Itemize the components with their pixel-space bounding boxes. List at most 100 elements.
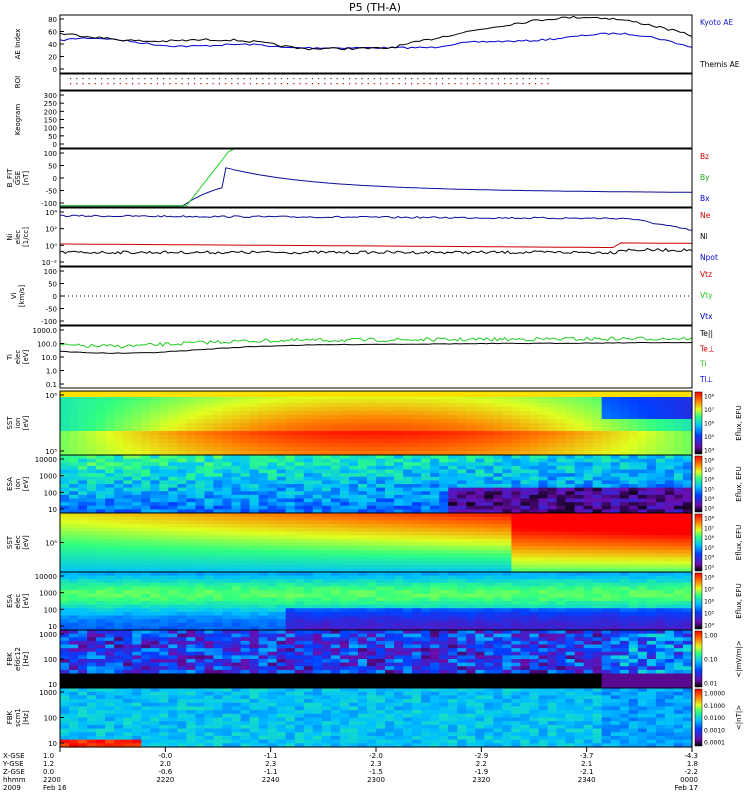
roi-flag [349,83,351,85]
roi-flag [392,78,394,80]
spectrogram-cell [168,399,178,404]
spectrogram-cell [592,542,603,547]
spectrogram-cell [330,542,341,547]
colorbar-tick-label: 10⁷ [704,587,715,594]
spectrogram-cell [673,579,684,584]
spectrogram-cell [385,575,395,580]
spectrogram-cell [366,608,377,613]
spectrogram-cell [339,579,350,584]
spectrogram-cell [439,443,449,448]
spectrogram-cell [619,509,630,514]
spectrogram-cell [430,431,440,436]
spectrogram-cell [394,560,404,566]
spectrogram-cell [619,557,630,562]
spectrogram-cell [213,502,224,507]
spectrogram-cell [213,611,224,617]
spectrogram-cell [682,484,693,489]
spectrogram-cell [294,439,305,444]
spectrogram-cell [493,494,503,500]
spectrogram-cell [87,516,97,521]
spectrogram-cell [538,579,549,584]
spectrogram-cell [96,546,106,551]
spectrogram-cell [529,586,540,591]
spectrogram-cell [403,423,413,428]
spectrogram-cell [466,557,476,562]
spectrogram-cell [177,395,187,400]
spectrogram-cell [511,439,522,444]
spectrogram-cell [430,626,440,631]
spectrogram-cell [78,575,88,580]
spectrogram-cell [213,480,224,485]
spectrogram-cell [357,553,368,558]
spectrogram-cell [385,549,395,555]
spectrogram-cell [240,597,251,602]
spectrogram-cell [475,407,485,412]
spectrogram-cell [339,469,350,474]
spectrogram-cell [177,498,187,503]
spectrogram-cell [475,590,485,595]
spectrogram-cell [303,579,314,584]
roi-flag [311,78,313,80]
spectrogram-cell [141,443,151,448]
spectrogram-cell [403,538,413,544]
spectrogram-cell [267,399,278,404]
spectrogram-cell [195,473,206,478]
spectrogram-cell [484,553,494,558]
spectrogram-cell [511,509,522,514]
spectrogram-cell [114,680,124,685]
spectrogram-cell [502,502,513,507]
spectrogram-cell [294,615,305,620]
spectrogram-cell [177,480,187,485]
spectrogram-cell [168,524,178,529]
spectrogram-cell [240,626,251,631]
spectrogram-cell [231,431,242,436]
spectrogram-cell [385,498,395,503]
spectrogram-cell [348,455,359,460]
spectrogram-cell [457,439,467,444]
spectrogram-cell [213,516,224,521]
spectrogram-cell [547,484,558,489]
spectrogram-cell [276,462,287,467]
spectrogram-cell [520,597,531,602]
spectrogram-cell [366,582,377,588]
spectrogram-cell [240,513,251,518]
spectrogram-cell [87,419,97,424]
spectrogram-cell [646,458,657,463]
spectrogram-cell [78,666,88,671]
spectrogram-cell [430,619,440,624]
spectrogram-cell [357,469,368,474]
spectrogram-cell [439,590,449,595]
spectrogram-cell [466,439,476,444]
roi-flag [268,78,270,80]
spectrogram-cell [312,622,323,627]
spectrogram-cell [141,549,151,555]
spectrogram-cell [556,575,567,580]
spectrogram-cell [96,455,106,460]
spectrogram-cell [493,487,503,492]
spectrogram-cell [87,538,97,544]
spectrogram-cell [339,619,350,624]
spectrogram-cell [60,431,70,436]
spectrogram-cell [357,435,368,440]
spectrogram-cell [60,677,70,682]
spectrogram-cell [249,527,260,533]
colorbar-tick-label: 10⁸ [704,394,715,401]
spectrogram-cell [321,480,332,485]
spectrogram-cell [285,443,296,448]
spectrogram-cell [610,469,621,474]
spectrogram-cell [96,465,106,471]
spectrogram-cell [682,516,693,521]
spectrogram-cell [583,435,594,440]
spectrogram-cell [565,451,576,456]
spectrogram-cell [348,524,359,529]
spectrogram-cell [376,419,386,424]
roi-flag [70,83,72,85]
colorbar-title: Eflux, EFU [735,405,743,440]
spectrogram-cell [619,487,630,492]
spectrogram-cell [394,505,404,510]
spectrogram-cell [601,615,612,620]
roi-flag [218,83,220,85]
spectrogram-cell [673,451,684,456]
panel-ylabel: SSTion[eV] [6,415,30,430]
